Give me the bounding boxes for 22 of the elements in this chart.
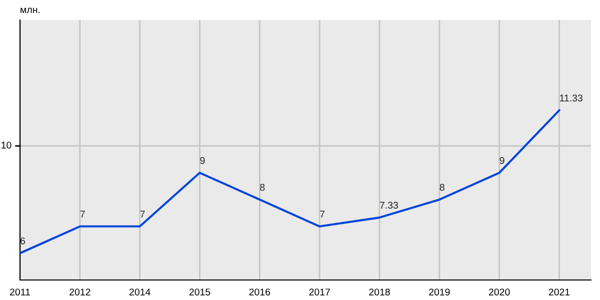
data-label: 9 bbox=[500, 157, 504, 164]
data-label: 8 bbox=[440, 184, 444, 191]
data-label: 9 bbox=[200, 157, 205, 164]
x-tick-label: 2015 bbox=[189, 288, 210, 296]
data-label: 11.33 bbox=[560, 94, 582, 102]
data-label: 7.33 bbox=[380, 202, 398, 209]
data-label: 7 bbox=[320, 210, 324, 218]
y-axis-title: млн. bbox=[20, 8, 40, 14]
x-tick-label: 2017 bbox=[309, 288, 330, 296]
ref-line-label: 10 bbox=[2, 142, 12, 149]
x-tick-label: 2011 bbox=[10, 288, 30, 296]
data-label: 6 bbox=[20, 237, 25, 244]
data-label: 7 bbox=[80, 210, 85, 218]
x-tick-label: 2021 bbox=[548, 288, 570, 296]
x-tick-label: 2012 bbox=[70, 288, 90, 296]
x-tick-label: 2016 bbox=[249, 288, 270, 296]
x-tick-label: 2020 bbox=[489, 288, 510, 296]
x-tick-label: 2018 bbox=[369, 288, 390, 296]
x-tick-label: 2019 bbox=[429, 288, 450, 296]
data-label: 8 bbox=[260, 184, 265, 191]
data-label: 7 bbox=[140, 210, 145, 218]
x-tick-label: 2014 bbox=[130, 288, 150, 296]
